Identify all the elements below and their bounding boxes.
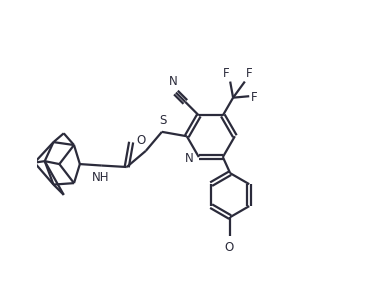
Text: O: O <box>224 241 234 253</box>
Text: NH: NH <box>92 171 109 184</box>
Text: N: N <box>185 152 194 165</box>
Text: F: F <box>251 91 257 104</box>
Text: F: F <box>246 67 253 80</box>
Text: N: N <box>169 75 178 88</box>
Text: O: O <box>137 134 146 147</box>
Text: S: S <box>160 114 167 127</box>
Text: F: F <box>223 67 229 80</box>
